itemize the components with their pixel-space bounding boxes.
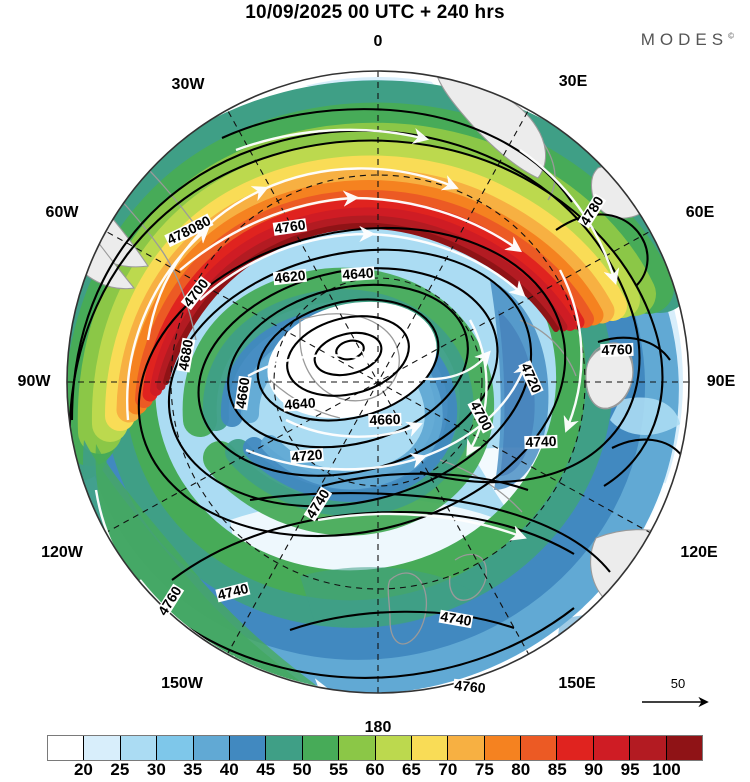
colorbar-swatch	[229, 736, 267, 760]
modes-logo: MODES©	[641, 30, 734, 50]
colorbar-swatch	[484, 736, 522, 760]
colorbar-tick: 70	[438, 760, 458, 779]
colorbar-swatch	[157, 736, 194, 760]
contour-label: 4620	[272, 266, 308, 287]
globe-outline	[66, 70, 690, 694]
colorbar-tick: 35	[183, 760, 203, 779]
meridian-label-150e: 150E	[558, 675, 596, 692]
contour-label: 4740	[524, 432, 558, 451]
wind-scale-arrow-icon	[642, 696, 709, 708]
colorbar-swatch	[630, 736, 667, 760]
colorbar-tick: 55	[329, 760, 349, 779]
meridian-label-0: 0	[373, 33, 383, 50]
colorbar-swatch	[411, 736, 449, 760]
colorbar-swatch	[339, 736, 376, 760]
colorbar-swatch	[48, 736, 85, 760]
modes-wordmark: MODES	[640, 30, 729, 49]
colorbar-swatch	[120, 736, 158, 760]
colorbar-swatch	[557, 736, 594, 760]
colorbar-tick: 65	[401, 760, 421, 779]
colorbar-tick: 20	[73, 760, 93, 779]
meridian-label-30w: 30W	[171, 76, 205, 93]
colorbar-swatch	[448, 736, 485, 760]
meridian-label-30e: 30E	[558, 73, 588, 90]
colorbar-swatch	[266, 736, 303, 760]
colorbar-swatch	[193, 736, 230, 760]
wind-scale-value: 50	[670, 676, 686, 691]
colorbar-swatch	[593, 736, 631, 760]
colorbar-tick: 80	[511, 760, 531, 779]
colorbar-swatch	[84, 736, 121, 760]
page-title: 10/09/2025 00 UTC + 240 hrs	[245, 2, 505, 23]
contour-label: 4640	[341, 264, 375, 283]
contour-label: 4760	[452, 676, 488, 697]
colorbar-swatch	[666, 736, 703, 760]
colorbar-tick: 30	[146, 760, 166, 779]
meridian-label-180: 180	[364, 719, 392, 736]
copyright-mark: ©	[728, 31, 734, 41]
colorbar-tick: 40	[219, 760, 239, 779]
contour-label: 4660	[368, 410, 402, 429]
polar-map	[0, 20, 750, 720]
colorbar-swatch	[375, 736, 412, 760]
wind-scale-legend: 50	[640, 676, 716, 712]
colorbar-tick: 45	[256, 760, 276, 779]
colorbar-tick: 50	[292, 760, 312, 779]
colorbar-tick: 95	[620, 760, 640, 779]
map-svg	[66, 70, 690, 694]
colorbar	[47, 735, 703, 761]
contour-label: 4640	[283, 394, 317, 413]
meridian-label-60w: 60W	[45, 204, 79, 221]
contour-label: 4720	[289, 446, 325, 465]
map-content	[67, 71, 689, 693]
colorbar-ticks: 20 25 30 35 40 45 50 55 60 65 70 75 80 85 90 95 100	[0, 760, 750, 782]
colorbar-tick: 90	[584, 760, 604, 779]
meridian-label-90w: 90W	[17, 373, 51, 390]
colorbar-tick: 85	[547, 760, 567, 779]
meridian-label-90e: 90E	[706, 373, 736, 390]
colorbar-swatch	[521, 736, 558, 760]
contour-label: 4760	[600, 340, 634, 359]
meridian-label-60e: 60E	[685, 204, 715, 221]
colorbar-tick: 25	[110, 760, 130, 779]
colorbar-swatch	[302, 736, 340, 760]
meridian-label-150w: 150W	[161, 675, 203, 692]
meridian-label-120w: 120W	[41, 544, 83, 561]
colorbar-tick: 100	[652, 760, 681, 779]
meridian-label-120e: 120E	[680, 544, 718, 561]
colorbar-tick: 75	[474, 760, 494, 779]
colorbar-tick: 60	[365, 760, 385, 779]
